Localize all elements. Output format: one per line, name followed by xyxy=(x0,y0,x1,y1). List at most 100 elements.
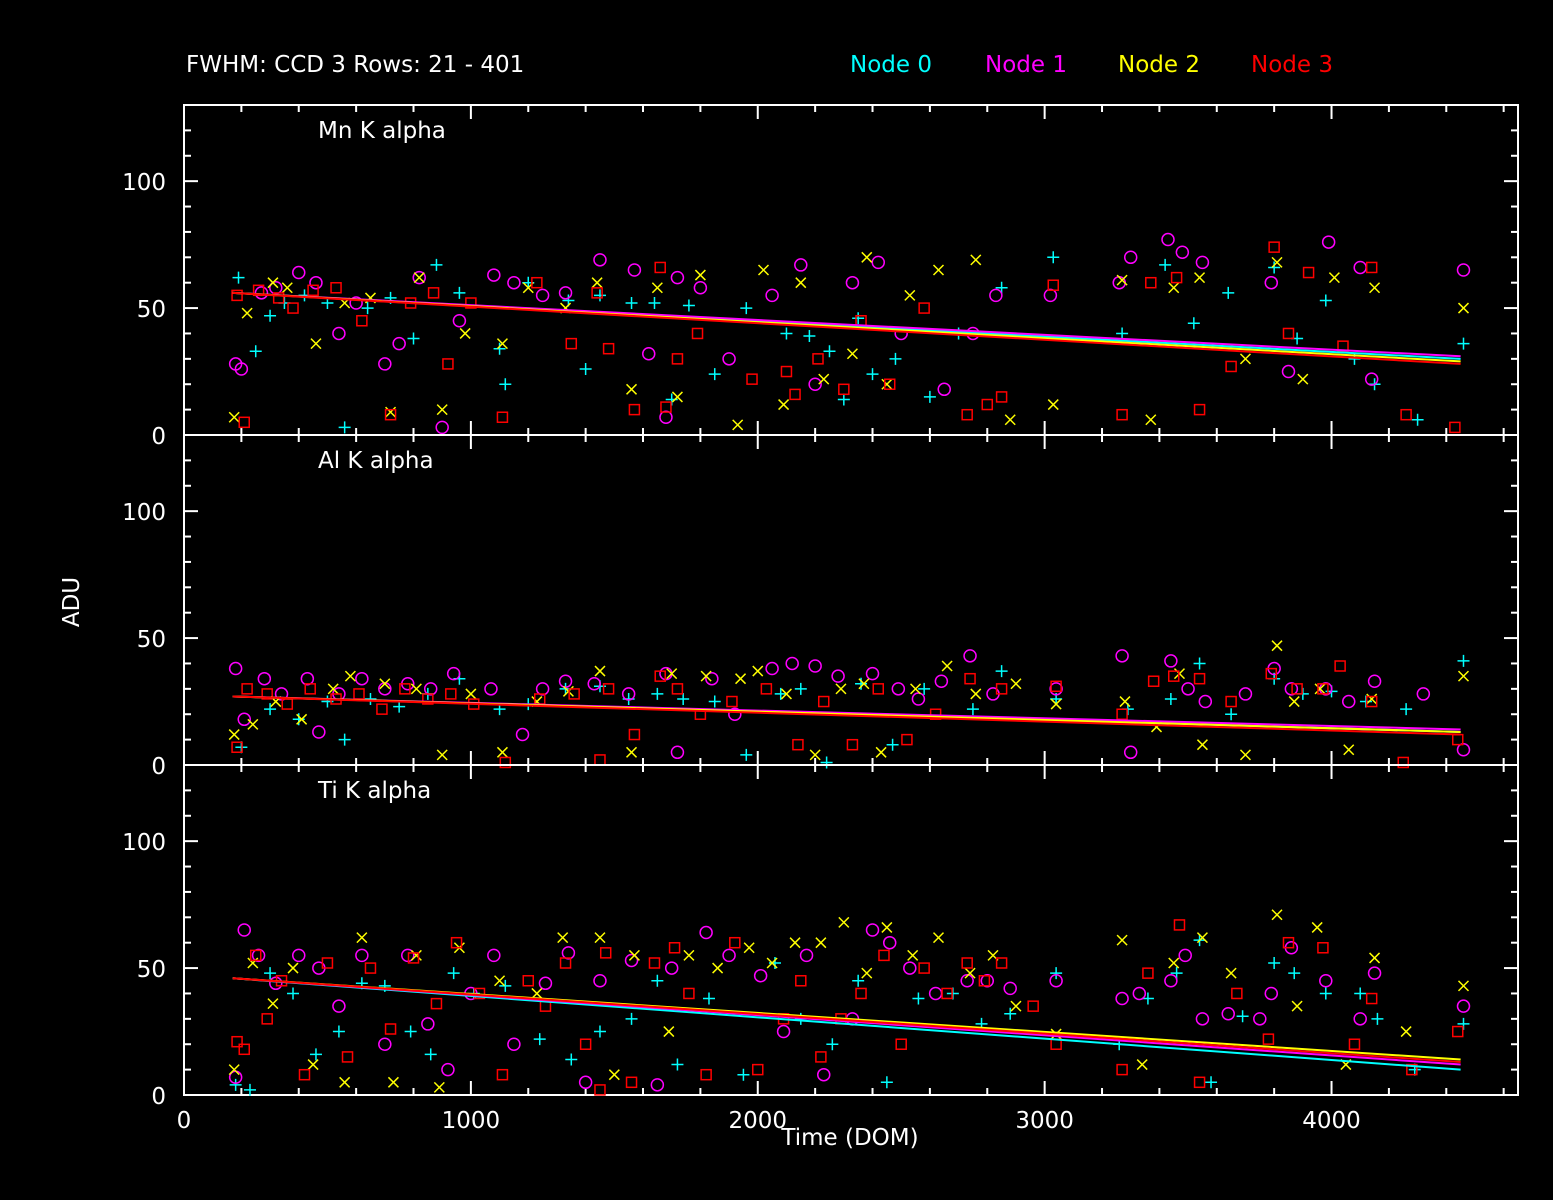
data-point xyxy=(399,683,411,695)
data-point xyxy=(410,949,422,961)
data-point xyxy=(356,932,368,944)
data-point xyxy=(441,1062,455,1077)
data-point xyxy=(1010,678,1022,690)
data-point xyxy=(799,948,814,963)
y-tick-label: 50 xyxy=(137,627,166,653)
data-point xyxy=(901,733,913,746)
data-point xyxy=(1225,360,1237,373)
data-point xyxy=(846,348,858,360)
y-axis-label: ADU xyxy=(59,577,85,627)
data-point xyxy=(648,297,661,309)
data-point xyxy=(855,987,867,1000)
data-point xyxy=(436,404,448,416)
data-point xyxy=(880,1076,893,1089)
data-point xyxy=(356,315,368,327)
data-point xyxy=(1288,967,1301,980)
data-point xyxy=(1291,1000,1303,1012)
data-point xyxy=(1136,1059,1148,1071)
data-point xyxy=(694,269,706,281)
data-point xyxy=(1164,974,1178,988)
data-point xyxy=(789,937,801,949)
data-point xyxy=(776,1024,791,1039)
data-point xyxy=(989,288,1003,303)
data-point xyxy=(746,373,758,385)
data-point xyxy=(651,282,663,294)
data-point xyxy=(1371,1012,1384,1025)
data-point xyxy=(387,1076,399,1088)
data-point xyxy=(625,1012,638,1025)
data-point xyxy=(1116,934,1128,946)
data-point xyxy=(740,302,753,315)
data-point xyxy=(1341,694,1356,709)
data-point xyxy=(671,353,684,365)
data-point xyxy=(941,987,953,1000)
data-point xyxy=(307,284,319,297)
y-tick-label: 100 xyxy=(122,500,166,526)
data-point xyxy=(378,357,392,371)
data-point xyxy=(229,1078,242,1091)
data-point xyxy=(722,352,736,366)
data-point xyxy=(871,255,886,270)
data-point xyxy=(231,289,243,302)
data-point xyxy=(1050,967,1063,980)
data-point xyxy=(599,947,612,959)
data-point xyxy=(1397,756,1409,769)
data-point xyxy=(1047,251,1060,264)
y-tick-label: 50 xyxy=(137,957,166,983)
y-tick-label: 0 xyxy=(151,754,166,780)
data-point xyxy=(1271,909,1283,921)
data-point xyxy=(238,1043,250,1056)
data-point xyxy=(249,345,262,358)
data-point xyxy=(384,1023,397,1035)
data-point xyxy=(651,687,664,700)
data-point xyxy=(487,268,501,282)
data-point xyxy=(654,261,666,274)
data-point xyxy=(484,682,498,696)
data-point xyxy=(752,1063,764,1076)
y-tick-label: 100 xyxy=(122,830,166,856)
data-point xyxy=(1319,974,1333,988)
data-point xyxy=(249,949,262,962)
data-point xyxy=(1004,1007,1017,1020)
data-point xyxy=(522,975,535,987)
data-point xyxy=(904,289,916,301)
data-point xyxy=(838,383,850,396)
data-point xyxy=(1353,1012,1367,1026)
data-point xyxy=(332,1025,345,1038)
data-point xyxy=(1168,282,1180,294)
data-point xyxy=(641,347,656,361)
data-point xyxy=(1282,327,1295,340)
data-point xyxy=(768,957,781,969)
data-point xyxy=(628,403,641,416)
data-point xyxy=(237,923,251,937)
data-point xyxy=(1284,682,1299,696)
data-point xyxy=(1268,957,1281,969)
data-point xyxy=(296,713,308,725)
data-point xyxy=(708,368,721,381)
data-point xyxy=(918,302,930,314)
data-point xyxy=(1170,967,1183,980)
data-point xyxy=(412,270,426,285)
data-point xyxy=(845,275,860,290)
data-point xyxy=(378,1037,392,1051)
data-point xyxy=(533,1033,546,1046)
data-point xyxy=(792,738,804,751)
data-point xyxy=(1225,708,1238,721)
chart-title: FWHM: CCD 3 Rows: 21 - 401 xyxy=(186,52,524,78)
data-point xyxy=(663,1026,675,1038)
data-point xyxy=(1050,680,1062,693)
data-point xyxy=(238,416,250,429)
data-point xyxy=(515,727,530,742)
data-point xyxy=(726,695,738,708)
data-point xyxy=(1145,276,1157,289)
data-point xyxy=(608,1069,620,1081)
data-point xyxy=(507,1037,521,1051)
data-point xyxy=(1411,413,1424,426)
data-point xyxy=(593,253,607,267)
y-tick-label: 100 xyxy=(122,170,166,196)
data-point xyxy=(1221,1007,1235,1021)
data-point xyxy=(766,957,778,969)
data-point xyxy=(699,925,713,940)
panel-label: Ti K alpha xyxy=(317,778,431,804)
